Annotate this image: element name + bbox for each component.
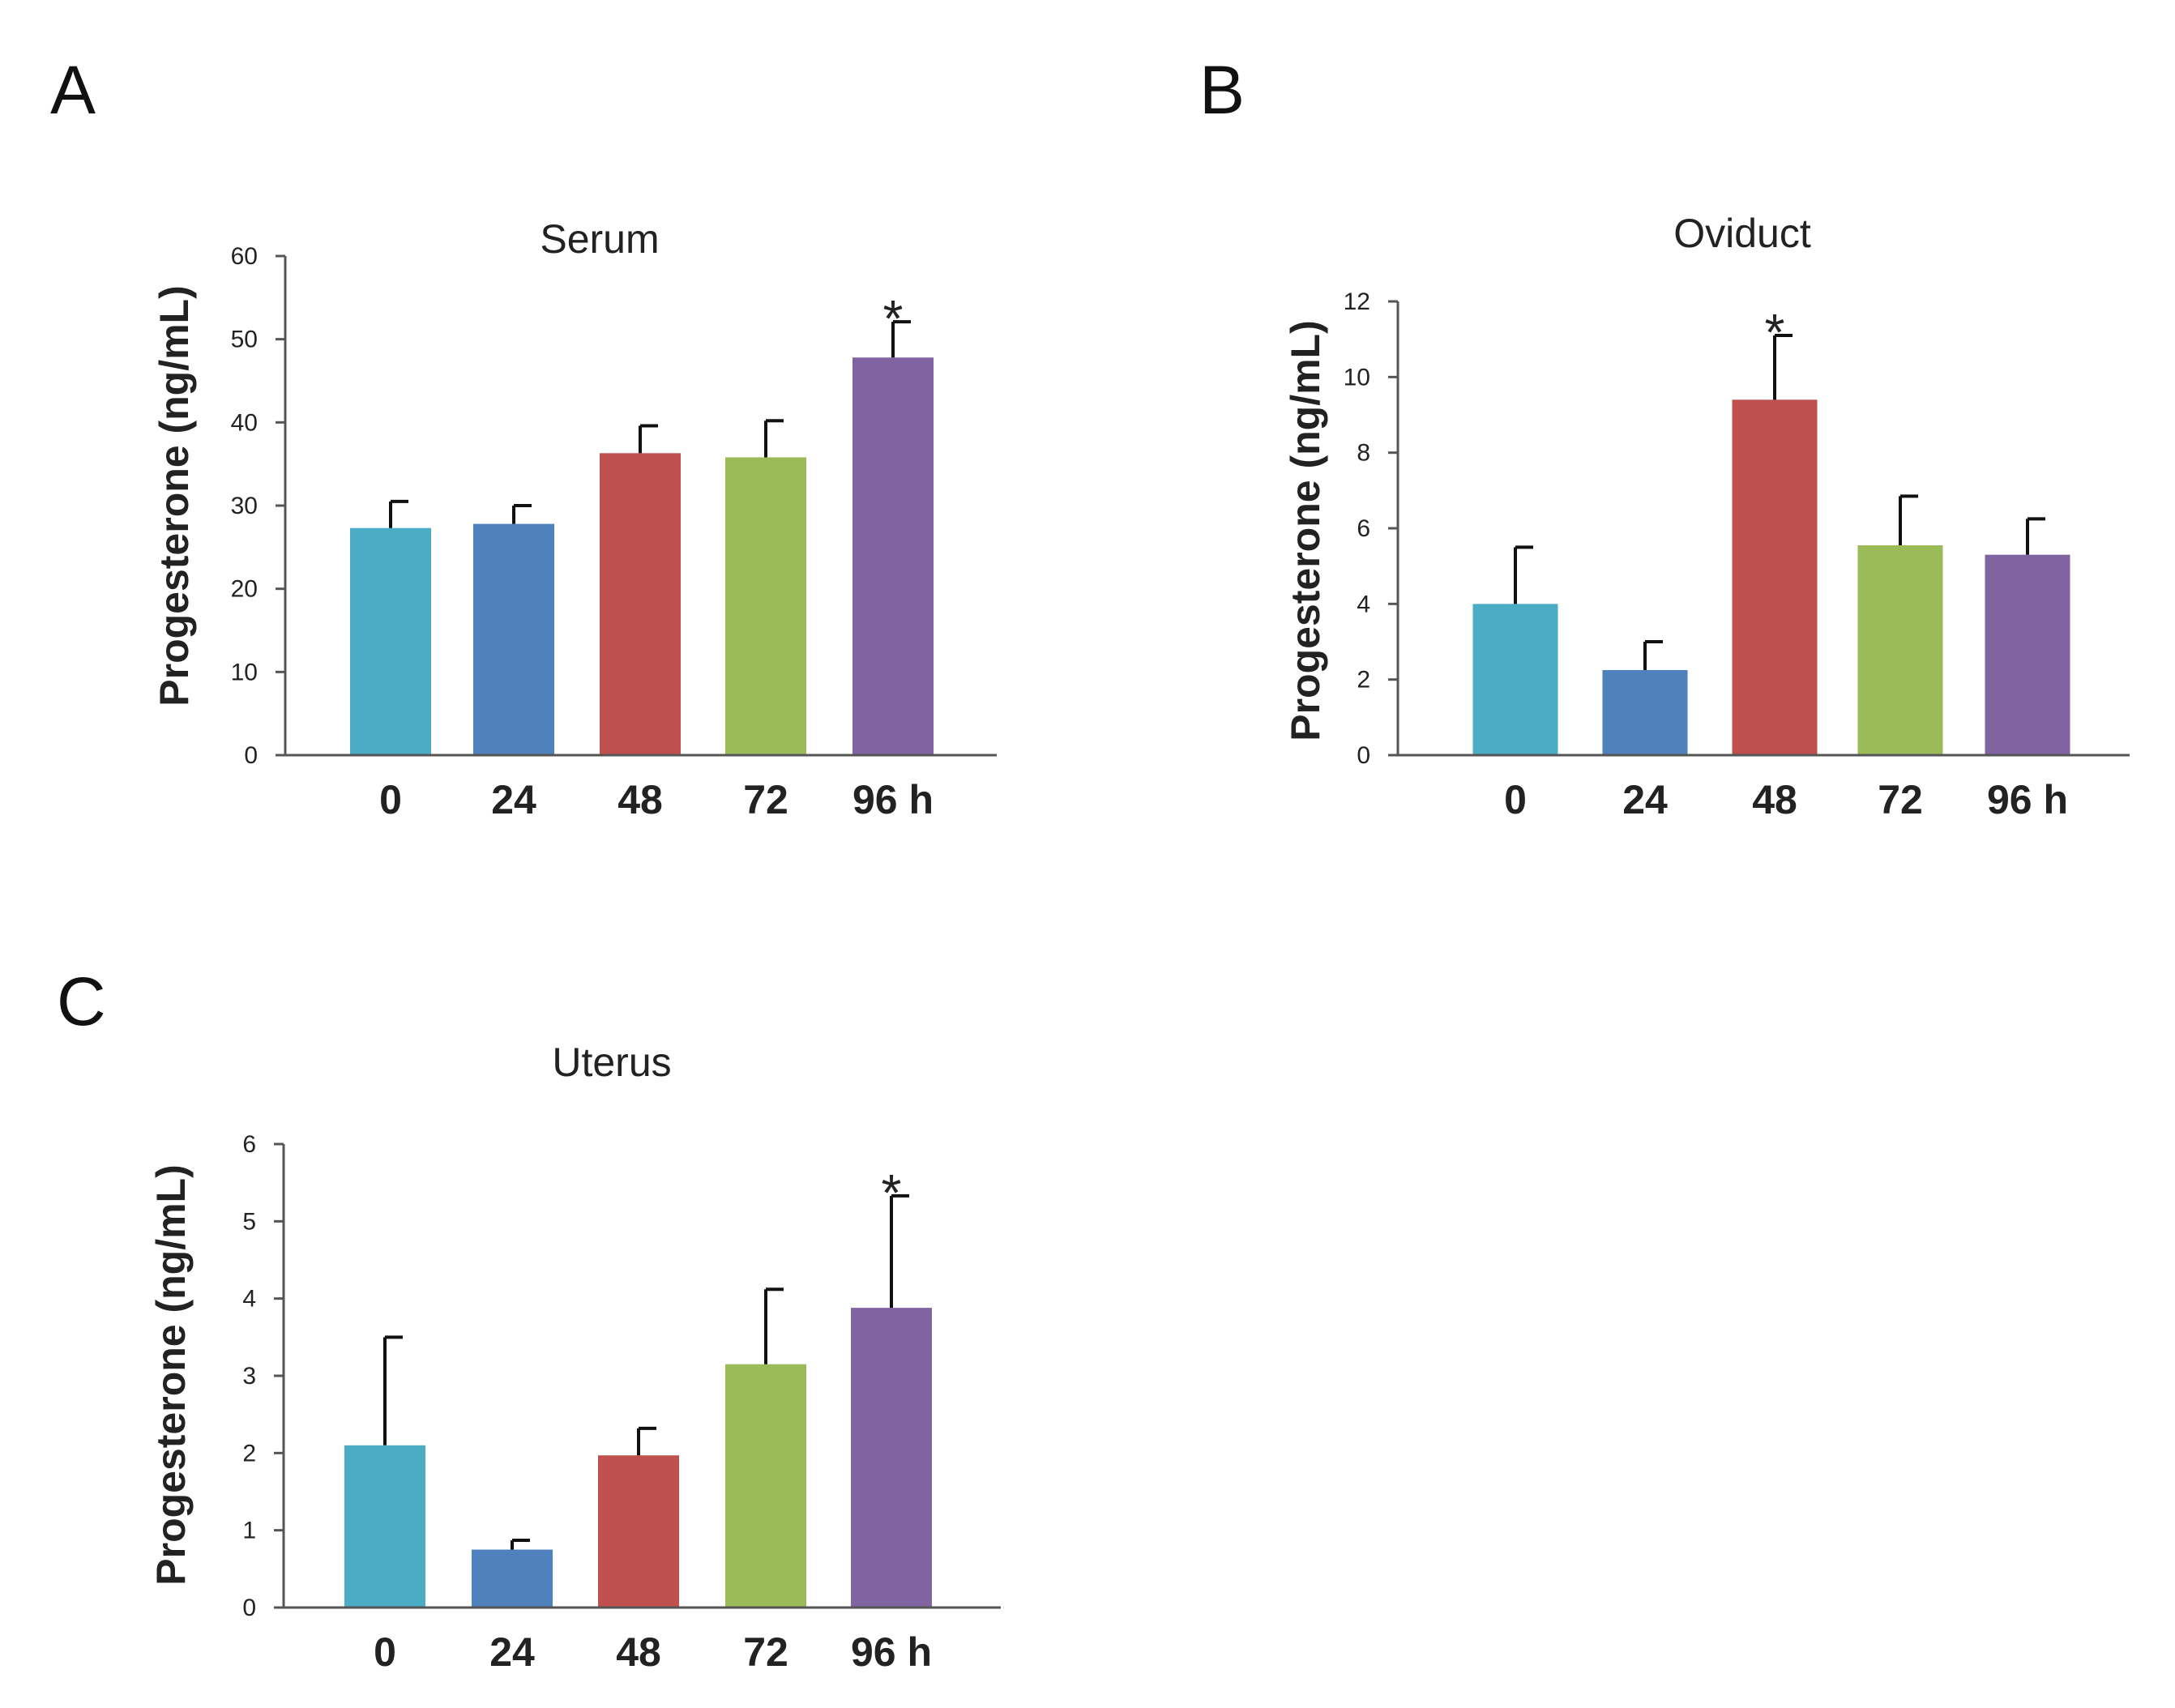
chart-b-x-tick-label-3: 72: [1878, 777, 1923, 822]
chart-b-panel-letter: B: [1199, 52, 1245, 128]
chart-a-bar-1: [473, 523, 554, 755]
chart-c-x-tick-label-0: 0: [374, 1629, 396, 1675]
chart-c-panel-letter: C: [57, 963, 106, 1040]
chart-c-y-tick-label-5: 5: [242, 1208, 256, 1235]
chart-c-y-tick-label-2: 2: [242, 1440, 256, 1467]
chart-b-bar-1: [1602, 670, 1688, 755]
chart-c-x-tick-label-3: 72: [743, 1629, 788, 1675]
chart-c-y-tick-label-4: 4: [242, 1286, 256, 1313]
chart-b-significance-marker-2: *: [1765, 303, 1785, 361]
chart-c-x-tick-label-4: 96 h: [851, 1629, 932, 1675]
chart-c-bar-4: [851, 1308, 932, 1608]
chart-a-y-tick-label-2: 20: [231, 576, 258, 603]
chart-b-x-tick-label-1: 24: [1622, 777, 1668, 822]
chart-b-bar-3: [1857, 545, 1943, 755]
chart-a-bar-0: [350, 527, 431, 755]
chart-a-significance-marker-4: *: [883, 289, 904, 348]
chart-a-y-tick-label-4: 40: [231, 409, 258, 436]
chart-c-bar-1: [472, 1549, 553, 1608]
chart-b-bar-2: [1732, 399, 1818, 755]
chart-c-significance-marker-4: *: [882, 1164, 902, 1222]
chart-b-x-tick-label-0: 0: [1504, 777, 1527, 822]
chart-a-y-tick-label-5: 50: [231, 327, 258, 353]
chart-b-title: Oviduct: [1673, 211, 1811, 256]
chart-a-y-axis-label: Progesterone (ng/mL): [152, 285, 197, 706]
chart-a-title: Serum: [540, 216, 659, 262]
chart-a-bar-2: [600, 453, 681, 755]
chart-a-x-tick-label-0: 0: [379, 777, 402, 822]
chart-a-y-tick-label-6: 60: [231, 243, 258, 270]
chart-a-y-tick-label-1: 10: [231, 659, 258, 685]
chart-b-bar-0: [1472, 604, 1558, 755]
chart-a-panel-letter: A: [50, 52, 96, 128]
chart-a-x-tick-label-4: 96 h: [852, 777, 934, 822]
chart-a-y-tick-label-0: 0: [244, 742, 258, 769]
chart-c-x-tick-label-1: 24: [489, 1629, 535, 1675]
chart-b-y-axis-label: Progesterone (ng/mL): [1283, 320, 1328, 741]
chart-c-x-tick-label-2: 48: [616, 1629, 661, 1675]
chart-c-y-tick-label-1: 1: [242, 1518, 256, 1544]
chart-c-bar-0: [344, 1445, 425, 1608]
chart-b-bar-4: [1985, 554, 2070, 755]
chart-c-title: Uterus: [552, 1040, 671, 1085]
chart-b-y-tick-label-6: 12: [1344, 288, 1370, 315]
chart-c-y-tick-label-3: 3: [242, 1363, 256, 1390]
chart-b-y-tick-label-3: 6: [1357, 515, 1370, 542]
chart-b-x-tick-label-2: 48: [1752, 777, 1797, 822]
chart-b-y-tick-label-1: 2: [1357, 667, 1370, 694]
chart-a-x-tick-label-1: 24: [491, 777, 536, 822]
chart-b-y-tick-label-2: 4: [1357, 591, 1370, 617]
chart-b-x-tick-label-4: 96 h: [1987, 777, 2068, 822]
chart-c-y-tick-label-0: 0: [242, 1595, 256, 1621]
chart-b-y-tick-label-0: 0: [1357, 742, 1370, 769]
chart-a-bar-3: [725, 457, 806, 755]
chart-a-x-tick-label-3: 72: [743, 777, 788, 822]
chart-a-y-tick-label-3: 30: [231, 493, 258, 519]
chart-c-bar-3: [725, 1364, 806, 1608]
chart-c-y-tick-label-6: 6: [242, 1131, 256, 1158]
chart-b-y-tick-label-4: 8: [1357, 440, 1370, 467]
chart-b-y-tick-label-5: 10: [1344, 364, 1370, 391]
chart-a-bar-4: [852, 357, 934, 755]
chart-c-bar-2: [598, 1455, 679, 1608]
chart-a-x-tick-label-2: 48: [617, 777, 663, 822]
chart-c-y-axis-label: Progesterone (ng/mL): [148, 1164, 194, 1585]
